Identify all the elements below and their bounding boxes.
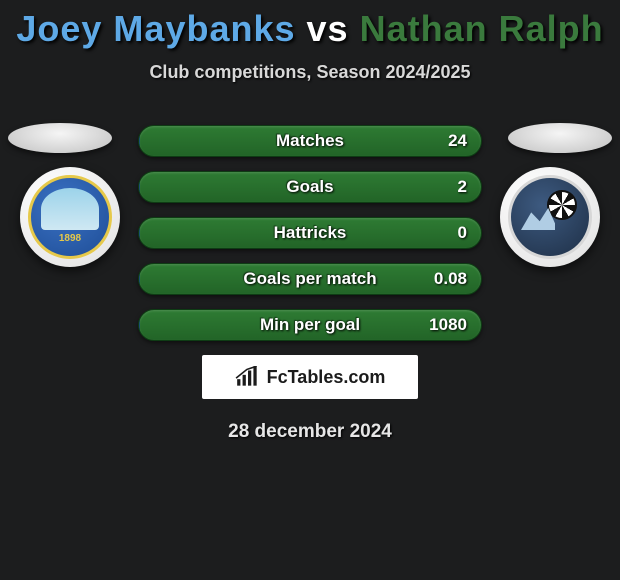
stat-p2-value: 24 — [448, 131, 467, 151]
stat-p2-value: 0 — [458, 223, 467, 243]
page-title: Joey Maybanks vs Nathan Ralph — [0, 0, 620, 50]
player2-name: Nathan Ralph — [360, 8, 604, 49]
stat-bars: Matches 24 Goals 2 Hattricks 0 Goals per… — [138, 125, 482, 341]
vs-label: vs — [307, 8, 349, 49]
bar-chart-icon — [235, 366, 261, 388]
stat-label: Min per goal — [260, 315, 360, 335]
snapshot-date: 28 december 2024 — [0, 421, 620, 443]
stat-p2-value: 2 — [458, 177, 467, 197]
stat-p2-value: 1080 — [429, 315, 467, 335]
stat-fill — [139, 126, 140, 156]
fctables-watermark: FcTables.com — [202, 355, 418, 399]
subtitle: Club competitions, Season 2024/2025 — [0, 62, 620, 83]
stat-row-hattricks: Hattricks 0 — [138, 217, 482, 249]
stat-row-goals: Goals 2 — [138, 171, 482, 203]
stat-fill — [139, 264, 140, 294]
stat-fill — [139, 172, 140, 202]
player1-club-crest — [20, 167, 120, 267]
stat-p2-value: 0.08 — [434, 269, 467, 289]
stat-label: Goals per match — [243, 269, 376, 289]
player1-oval-shadow — [8, 123, 112, 153]
braintree-town-crest-icon — [28, 175, 112, 259]
watermark-text: FcTables.com — [267, 367, 386, 388]
player2-oval-shadow — [508, 123, 612, 153]
stat-label: Goals — [286, 177, 333, 197]
stat-row-min-per-goal: Min per goal 1080 — [138, 309, 482, 341]
comparison-panel: Matches 24 Goals 2 Hattricks 0 Goals per… — [0, 125, 620, 443]
stat-row-goals-per-match: Goals per match 0.08 — [138, 263, 482, 295]
stat-fill — [139, 310, 140, 340]
stat-fill — [139, 218, 140, 248]
player2-club-crest — [500, 167, 600, 267]
player1-name: Joey Maybanks — [16, 8, 295, 49]
stat-label: Hattricks — [274, 223, 347, 243]
southend-united-crest-icon — [508, 175, 592, 259]
stat-row-matches: Matches 24 — [138, 125, 482, 157]
stat-label: Matches — [276, 131, 344, 151]
